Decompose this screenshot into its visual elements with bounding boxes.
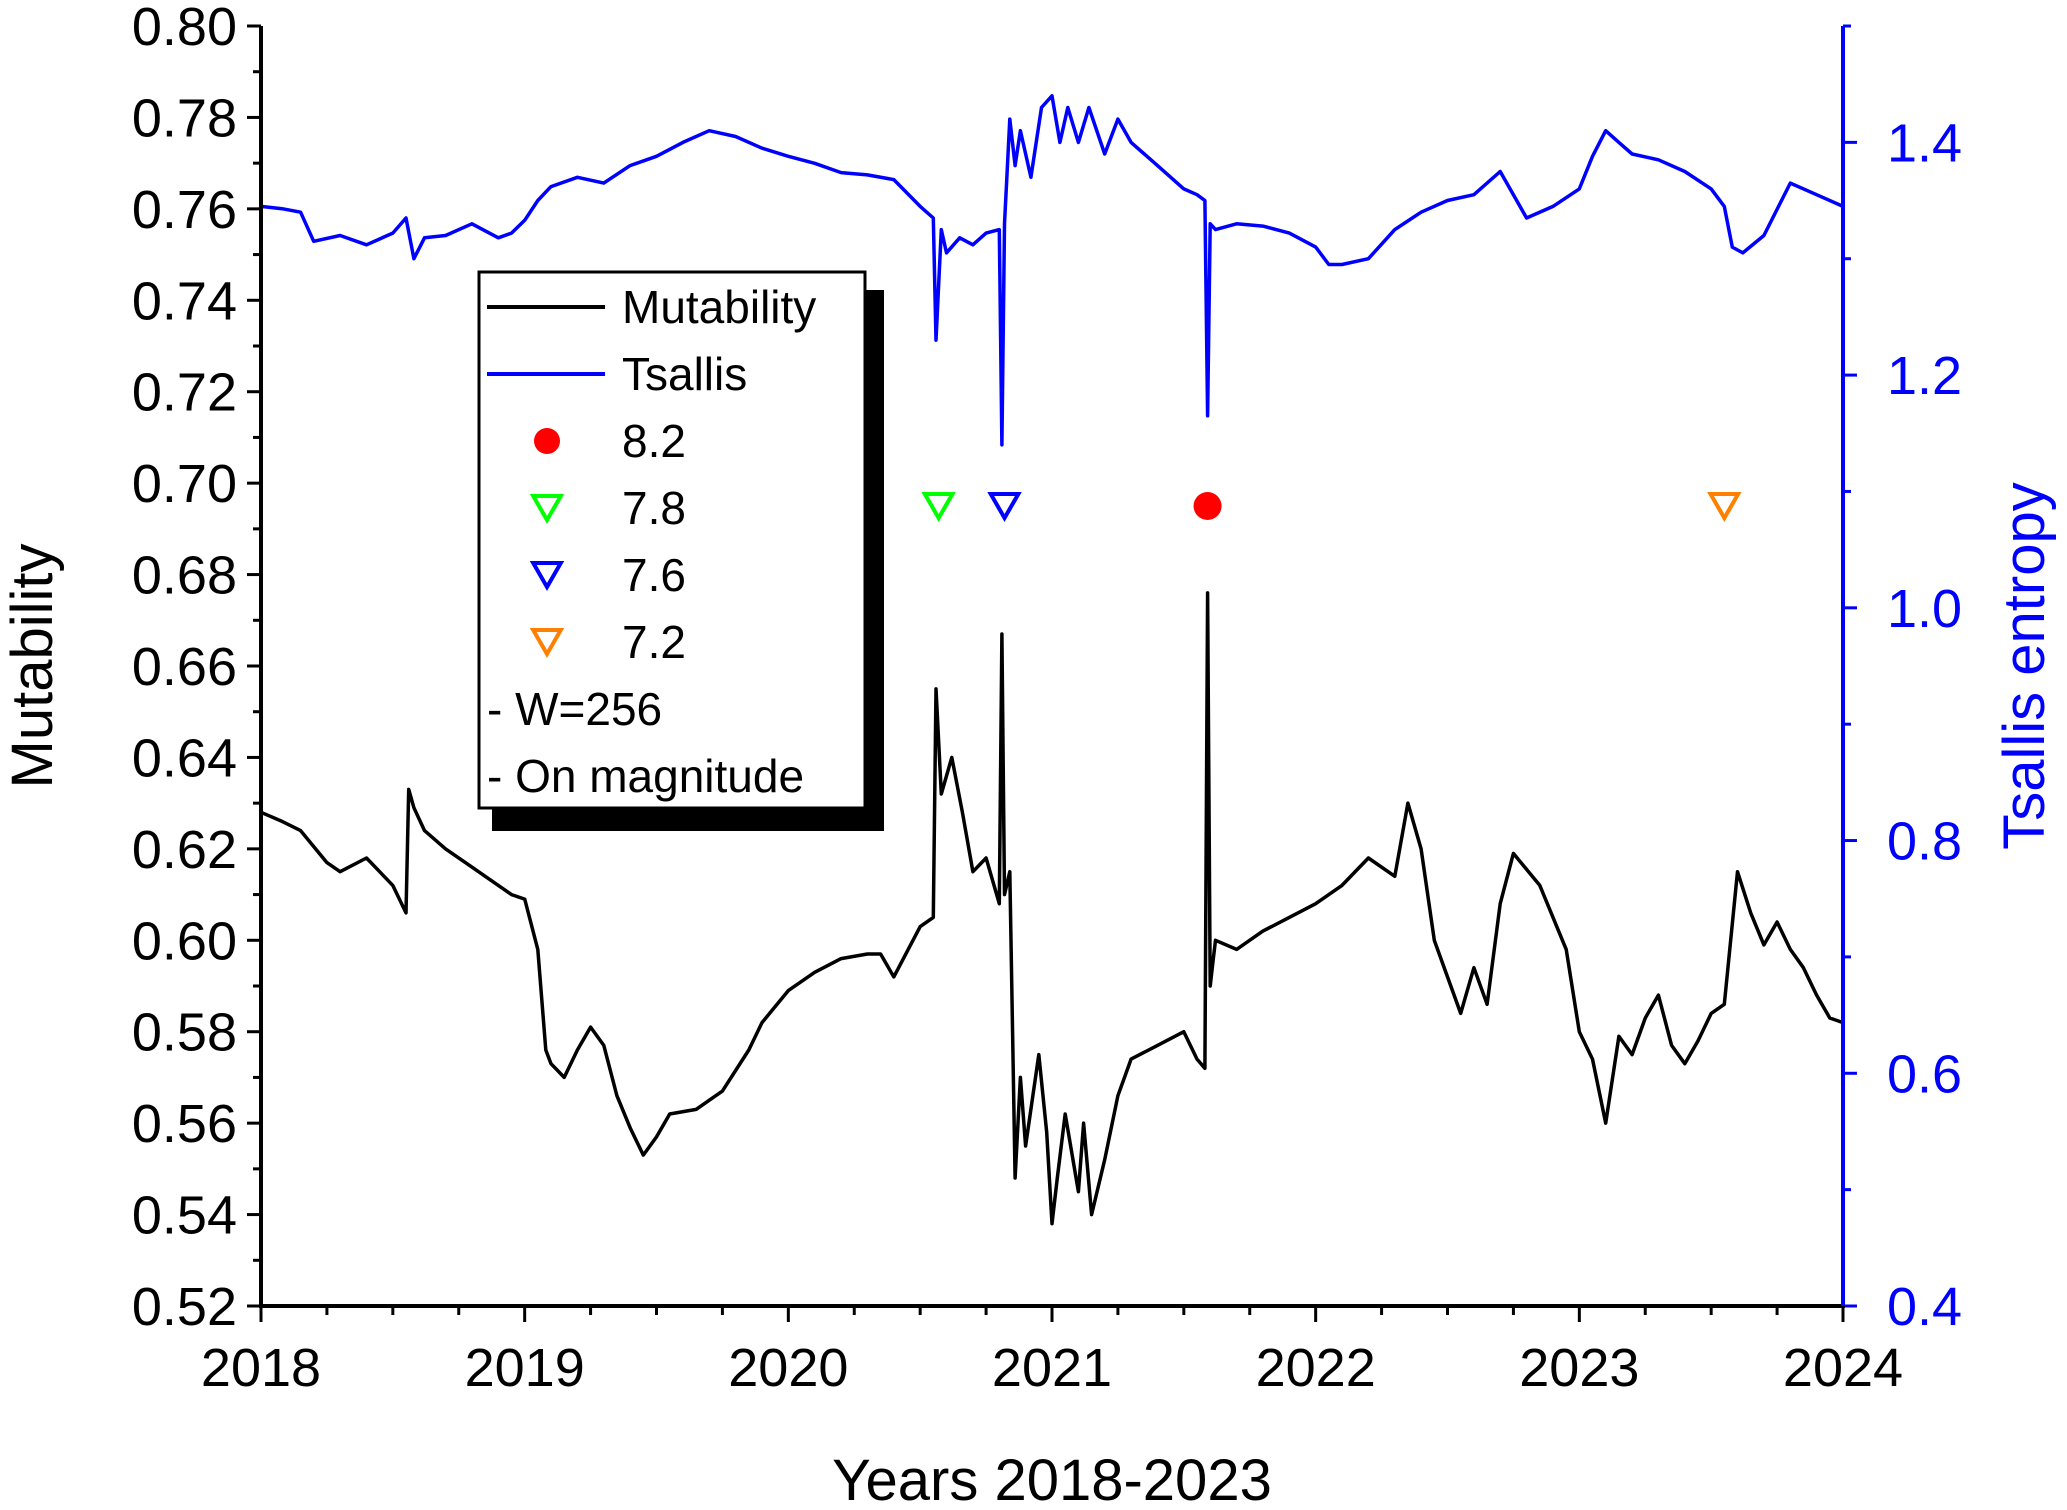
legend-box bbox=[477, 270, 867, 810]
right-tick-label: 0.6 bbox=[1887, 1044, 1962, 1104]
right-tick-label: 0.4 bbox=[1887, 1277, 1962, 1337]
bottom-tick-label: 2020 bbox=[728, 1338, 848, 1398]
legend-label: Mutability bbox=[622, 281, 816, 333]
right-tick-label: 1.0 bbox=[1887, 579, 1962, 639]
right-tick-label: 1.2 bbox=[1887, 346, 1962, 406]
bottom-tick-label: 2018 bbox=[201, 1338, 321, 1398]
legend-marker-8-2 bbox=[534, 428, 560, 454]
marker-7-8 bbox=[921, 492, 956, 523]
left-tick-label: 0.70 bbox=[132, 454, 237, 514]
bottom-tick-label: 2021 bbox=[992, 1338, 1112, 1398]
legend-marker-7-6 bbox=[529, 561, 565, 592]
plot-series bbox=[260, 94, 1844, 1226]
legend-label: 7.6 bbox=[622, 549, 686, 601]
left-tick-label: 0.76 bbox=[132, 180, 237, 240]
y-axis-title-right: Tsallis entropy bbox=[1992, 482, 2057, 849]
right-tick-label: 0.8 bbox=[1887, 812, 1962, 872]
left-axis-ticks: 0.52 0.54 0.56 0.58 0.60 0.62 0.64 0.66 0.68 0.70… bbox=[132, 0, 261, 1337]
legend-label: 7.8 bbox=[622, 482, 686, 534]
left-tick-label: 0.60 bbox=[132, 911, 237, 971]
left-tick-label: 0.66 bbox=[132, 637, 237, 697]
bottom-tick-label: 2019 bbox=[465, 1338, 585, 1398]
legend: Mutability Tsallis 8.2 7.8 7.6 7.2 - W=256 - On… bbox=[477, 270, 884, 831]
right-axis-ticks: 0.4 0.6 0.8 1.0 1.2 1.4 bbox=[1843, 24, 1962, 1337]
left-tick-label: 0.52 bbox=[132, 1277, 237, 1337]
left-tick-label: 0.64 bbox=[132, 728, 237, 788]
right-tick-label: 1.4 bbox=[1887, 113, 1962, 173]
x-axis-title: Years 2018-2023 bbox=[832, 1448, 1272, 1510]
legend-label: 8.2 bbox=[622, 415, 686, 467]
left-tick-label: 0.78 bbox=[132, 88, 237, 148]
marker-7-6 bbox=[987, 492, 1022, 523]
y-axis-title-left: Mutability bbox=[0, 544, 65, 789]
marker-8-2 bbox=[1193, 492, 1222, 520]
left-tick-label: 0.68 bbox=[132, 546, 237, 606]
mutability-series-line bbox=[260, 591, 1844, 1226]
legend-label: 7.2 bbox=[622, 616, 686, 668]
legend-label: Tsallis bbox=[622, 348, 747, 400]
legend-marker-7-2 bbox=[529, 628, 565, 659]
legend-items: Mutability Tsallis 8.2 7.8 7.6 7.2 - W=256 - On… bbox=[487, 281, 816, 802]
tsallis-series-line bbox=[260, 94, 1844, 447]
marker-7-2 bbox=[1707, 492, 1742, 523]
legend-label: - W=256 bbox=[487, 683, 662, 735]
bottom-axis-ticks: 2018 2019 2020 2021 2022 2023 2024 bbox=[201, 1306, 1903, 1398]
left-tick-label: 0.72 bbox=[132, 363, 237, 423]
left-tick-label: 0.62 bbox=[132, 820, 237, 880]
legend-label: - On magnitude bbox=[487, 750, 804, 802]
bottom-tick-label: 2023 bbox=[1519, 1338, 1639, 1398]
left-tick-label: 0.80 bbox=[132, 0, 237, 57]
left-tick-label: 0.58 bbox=[132, 1003, 237, 1063]
left-tick-label: 0.74 bbox=[132, 271, 237, 331]
earthquake-markers bbox=[921, 492, 1742, 523]
bottom-tick-label: 2022 bbox=[1256, 1338, 1376, 1398]
legend-marker-7-8 bbox=[529, 494, 565, 525]
left-tick-label: 0.56 bbox=[132, 1094, 237, 1154]
left-tick-label: 0.54 bbox=[132, 1186, 237, 1246]
bottom-tick-label: 2024 bbox=[1783, 1338, 1903, 1398]
